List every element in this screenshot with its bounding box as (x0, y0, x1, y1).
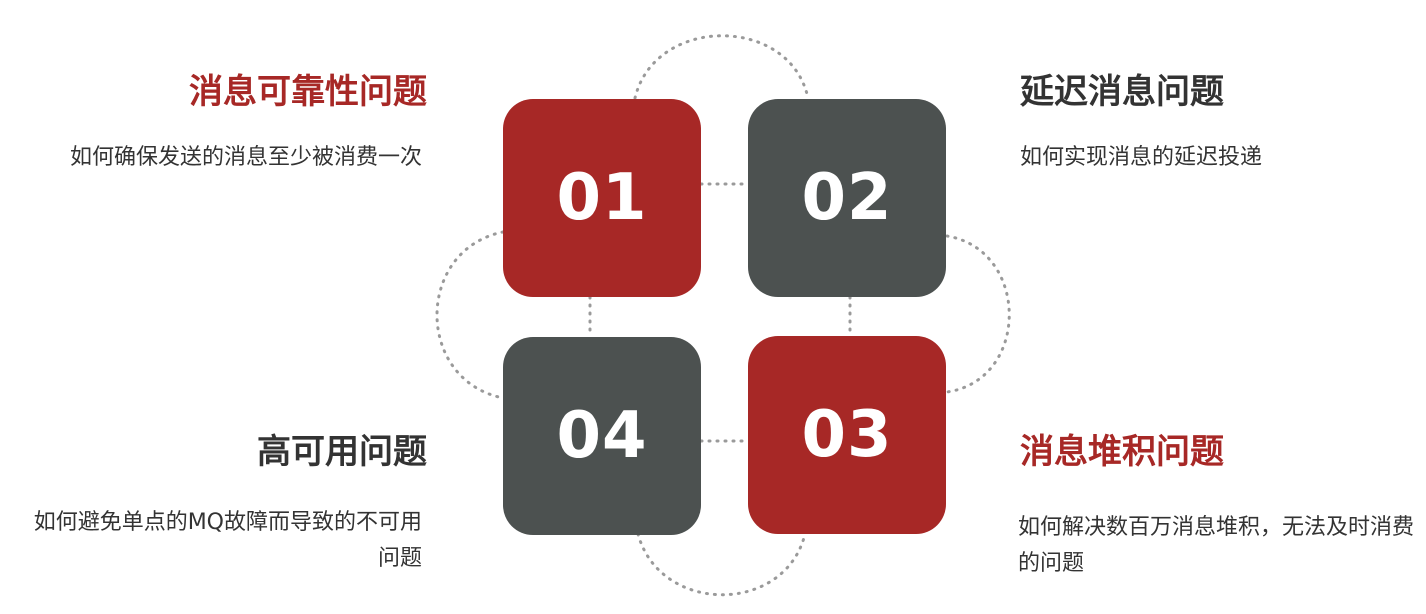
item-02-desc: 如何实现消息的延迟投递 (1020, 145, 1263, 170)
tile-02: 02 (748, 99, 946, 297)
item-01-title: 消息可靠性问题 (189, 72, 427, 112)
item-01-desc: 如何确保发送的消息至少被消费一次 (69, 145, 422, 170)
tile-01-number: 01 (556, 161, 648, 235)
top-dotted-arc (633, 34, 810, 100)
tile-02-number: 02 (801, 161, 893, 235)
tile-03: 03 (748, 336, 946, 534)
item-03-title: 消息堆积问题 (1020, 432, 1224, 472)
right-dotted-arc (945, 234, 1011, 394)
item-03-desc: 如何解决数百万消息堆积，无法及时消费的问题 (1018, 515, 1415, 576)
tile-04: 04 (503, 337, 701, 535)
left-dotted-arc (435, 230, 505, 400)
tile-03-number: 03 (801, 398, 893, 472)
item-04-desc: 如何避免单点的MQ故障而导致的不可用问题 (33, 510, 422, 571)
item-02-title: 延迟消息问题 (1020, 72, 1224, 112)
bottom-dotted-arc (636, 532, 807, 597)
tile-04-number: 04 (556, 399, 648, 473)
item-04-title: 高可用问题 (257, 432, 427, 472)
tile-01: 01 (503, 99, 701, 297)
